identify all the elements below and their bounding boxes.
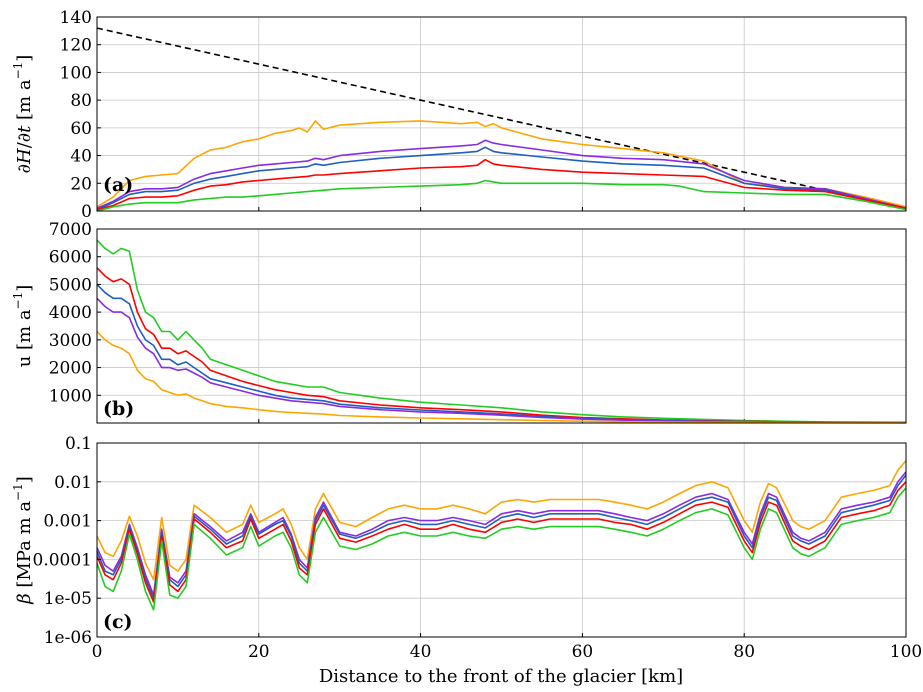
xlabel: Distance to the front of the glacier [km… [319, 666, 683, 687]
series-b-4 [96, 330, 907, 424]
xticks-c: 0 20 40 60 80 100 [92, 642, 923, 662]
panel-c: 1e-06 1e-05 0.0001 0.001 0.01 0.1 0 20 40 60 80 10… [11, 434, 922, 687]
xtick-label-5: 100 [890, 642, 922, 662]
panel-a: 0 20 40 60 80 100 120 140 (a) ∂H/∂t [m a−1] [11, 8, 907, 222]
series-b-0 [96, 239, 907, 424]
series-a-0 [96, 27, 907, 209]
ytick-label-c-5: 0.1 [65, 434, 92, 454]
frame-b [96, 228, 907, 424]
xtick-label-0: 0 [92, 642, 103, 662]
series-b-3 [96, 297, 907, 424]
xtick-label-1: 20 [248, 642, 270, 662]
xtick-label-2: 40 [410, 642, 432, 662]
series-b-2 [96, 283, 907, 424]
series-a [96, 27, 907, 212]
ytick-label-a-7: 140 [60, 8, 92, 28]
series-a-5 [96, 179, 907, 212]
series-b [96, 239, 907, 424]
series-a-2 [96, 139, 907, 209]
ytick-label-c-4: 0.01 [54, 473, 92, 493]
series-c-1 [96, 471, 907, 596]
grid-b [96, 229, 907, 423]
ytick-label-c-3: 0.001 [43, 512, 92, 532]
ytick-label-a-5: 100 [60, 63, 92, 83]
ylabel-a: ∂H/∂t [m a−1] [11, 55, 35, 174]
yticks-a: 0 20 40 60 80 100 120 140 [60, 8, 101, 222]
frame-a [96, 16, 907, 212]
series-c-0 [96, 460, 907, 581]
series-c-2 [96, 474, 907, 600]
series-a-3 [96, 146, 907, 211]
ytick-label-a-3: 60 [70, 119, 92, 139]
panel-b: 1000 2000 3000 4000 5000 6000 7000 (b) u [m a−… [11, 220, 907, 424]
ytick-label-a-2: 40 [70, 147, 92, 167]
yticks-b: 1000 2000 3000 4000 5000 6000 7000 [49, 220, 101, 406]
ytick-label-b-6: 7000 [49, 220, 92, 240]
ytick-label-b-3: 4000 [49, 303, 92, 323]
ytick-label-b-1: 2000 [49, 359, 92, 379]
panel-label-c: (c) [103, 611, 133, 633]
ylabel-b: u [m a−1] [11, 285, 35, 368]
ytick-label-b-5: 6000 [49, 248, 92, 268]
ytick-label-c-0: 1e-06 [44, 628, 92, 648]
series-c-4 [96, 487, 907, 611]
ytick-label-a-4: 80 [70, 91, 92, 111]
ytick-label-a-0: 0 [81, 202, 92, 222]
series-b-1 [96, 267, 907, 424]
ytick-label-b-4: 5000 [49, 275, 92, 295]
ytick-label-b-0: 1000 [49, 386, 92, 406]
frame-c [96, 442, 907, 638]
xtick-label-4: 80 [733, 642, 755, 662]
ytick-label-b-2: 3000 [49, 331, 92, 351]
ytick-label-c-2: 0.0001 [33, 550, 92, 570]
ytick-label-a-6: 120 [60, 36, 92, 56]
panel-label-b: (b) [103, 398, 134, 420]
series-c-3 [96, 481, 907, 603]
xtick-label-3: 60 [572, 642, 594, 662]
series-a-1 [96, 120, 907, 208]
ylabel-c: β [MPa m a−1] [11, 476, 35, 605]
series-c [96, 460, 907, 611]
series-a-4 [96, 158, 907, 211]
panel-label-a: (a) [103, 174, 133, 196]
ytick-label-a-1: 20 [70, 174, 92, 194]
grid-c [96, 443, 907, 637]
ytick-label-c-1: 1e-05 [44, 589, 92, 609]
yticks-c: 1e-06 1e-05 0.0001 0.001 0.01 0.1 [33, 434, 101, 648]
